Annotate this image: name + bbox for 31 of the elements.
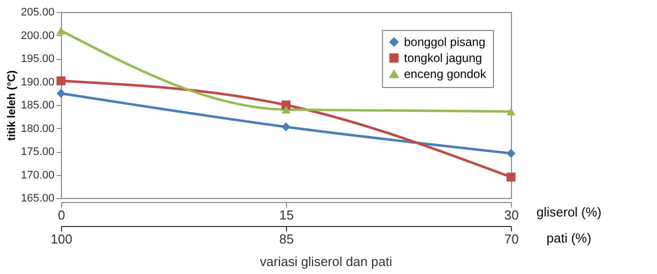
point <box>282 106 290 114</box>
y-tick-label: 170.00 <box>20 169 54 182</box>
legend-label: bonggol pisang <box>404 35 486 49</box>
x2-tick-label: 70 <box>504 232 519 246</box>
x-axis-title: gliserol (%) <box>536 204 602 220</box>
x-tick-label: 0 <box>58 208 66 222</box>
point <box>506 108 516 116</box>
x2-axis-title: pati (%) <box>546 230 592 246</box>
y-tick-label: 175.00 <box>20 146 54 158</box>
y-tick-label: 180.00 <box>20 122 54 135</box>
legend-label: tongkol jagung <box>404 51 482 65</box>
point <box>56 76 66 86</box>
x-tick-label: 30 <box>504 208 519 222</box>
x2-tick-label: 85 <box>279 232 294 246</box>
legend-label: enceng gondok <box>404 67 488 81</box>
point <box>506 172 516 182</box>
x-tick-label: 15 <box>279 208 294 222</box>
x2-tick-label: 100 <box>50 232 72 246</box>
y-tick-label: 200.00 <box>20 30 54 42</box>
point <box>282 122 290 132</box>
point <box>56 26 66 34</box>
point <box>56 88 66 98</box>
y-tick-label: 205.00 <box>20 6 54 18</box>
point <box>506 148 516 158</box>
y-tick-label: 185.00 <box>20 100 54 112</box>
y-tick-label: 195.00 <box>20 53 54 65</box>
point <box>282 100 290 110</box>
y-tick-label: 165.00 <box>20 192 54 204</box>
y-axis-title: titik leleh (°C) <box>6 70 18 141</box>
y-tick-label: 190.00 <box>20 76 54 88</box>
text: variasi gliserol dan pati <box>260 254 392 269</box>
